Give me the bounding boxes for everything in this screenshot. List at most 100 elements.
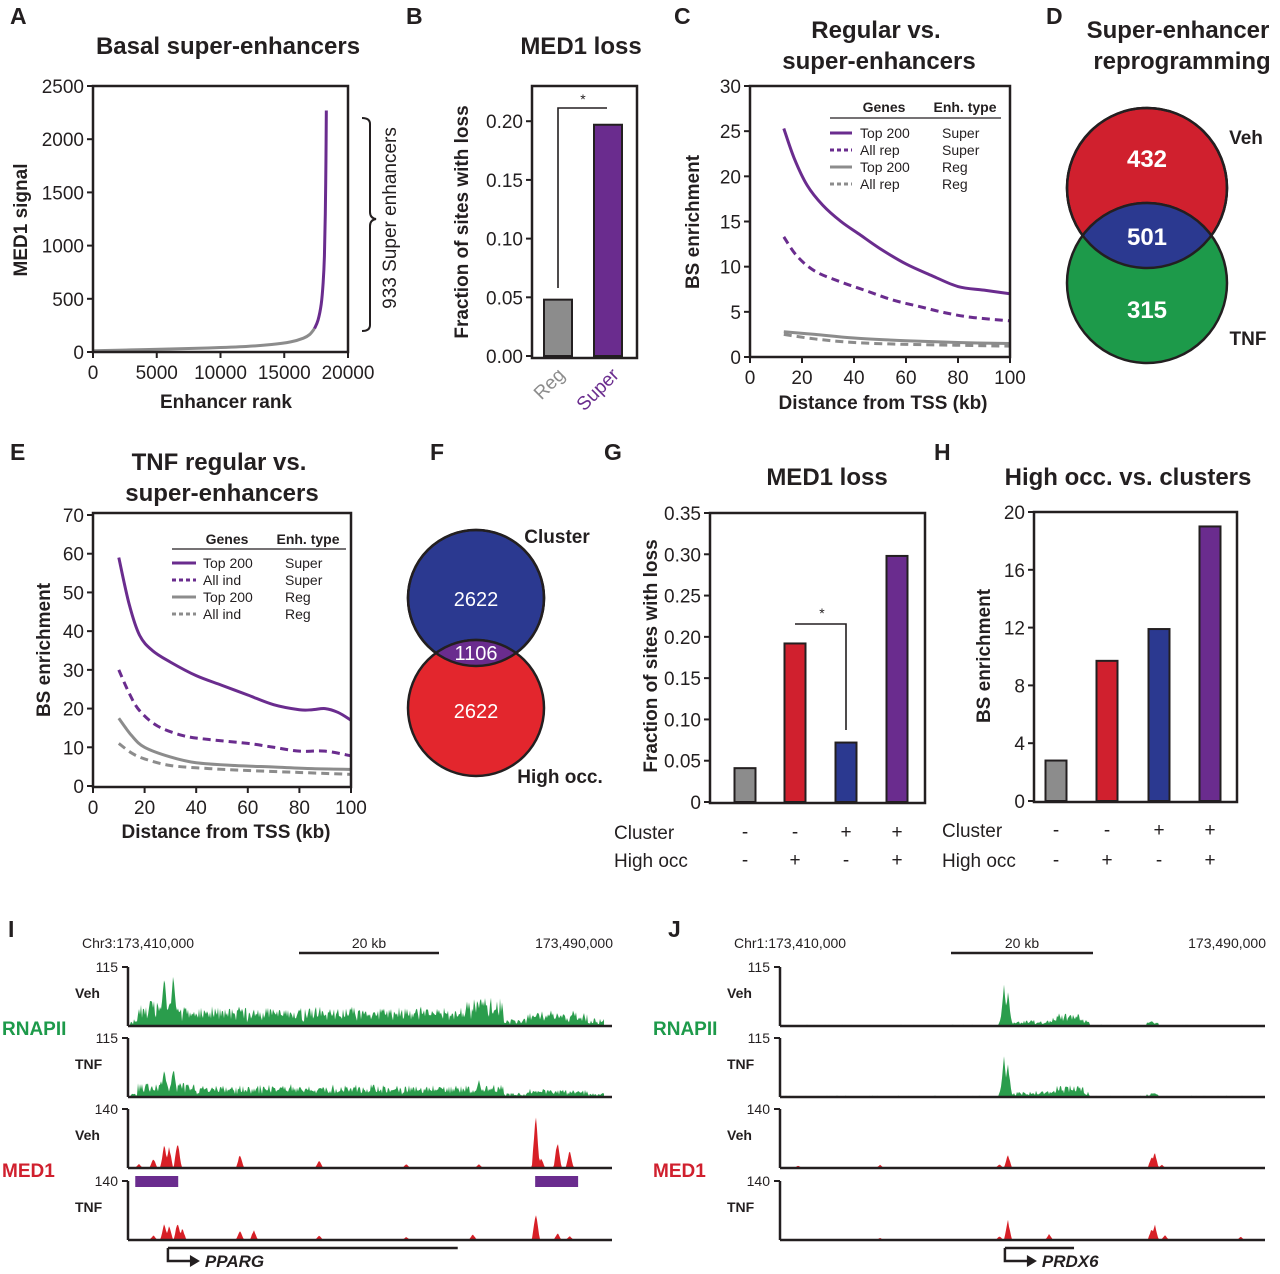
group-label-med1-i: MED1 bbox=[2, 1161, 55, 1182]
legend-label: All rep bbox=[860, 176, 900, 192]
y-tick-label: 20 bbox=[720, 167, 741, 188]
track-signal-med1-tnf bbox=[782, 1219, 1257, 1240]
x-tick-label: 15000 bbox=[258, 363, 311, 384]
condition-sign: + bbox=[1204, 820, 1215, 841]
track-condition-label: TNF bbox=[75, 1056, 103, 1072]
venn-set-label-veh: Veh bbox=[1229, 128, 1263, 149]
venn-d: 432 501 315 Veh TNF bbox=[1065, 106, 1267, 365]
y-tick-label: 50 bbox=[63, 583, 84, 604]
y-axis-label-c: BS enrichment bbox=[683, 154, 704, 289]
bar bbox=[1198, 525, 1222, 802]
condition-sign: + bbox=[1153, 820, 1164, 841]
condition-sign: - bbox=[843, 850, 849, 871]
track-ymax-label: 140 bbox=[95, 1173, 119, 1189]
chart-title-g: MED1 loss bbox=[766, 464, 887, 491]
super-enhancer-annotation: 933 Super enhancers bbox=[380, 127, 401, 309]
y-tick-label: 10 bbox=[63, 738, 84, 759]
y-tick-label: 2000 bbox=[42, 130, 84, 151]
track-ymax-label: 115 bbox=[748, 959, 771, 975]
y-tick-label: 2500 bbox=[42, 77, 84, 98]
condition-sign: - bbox=[1053, 850, 1059, 871]
track-ymax-label: 115 bbox=[96, 1030, 119, 1046]
chart-title-d-line1: Super-enhancer bbox=[1087, 17, 1270, 44]
y-tick-label: 8 bbox=[1014, 676, 1025, 697]
legend-label: All rep bbox=[860, 142, 900, 158]
y-axis-label-h: BS enrichment bbox=[974, 588, 995, 723]
y-axis-label-g: Fraction of sites with loss bbox=[641, 539, 662, 772]
track-signal-rnapii-veh bbox=[130, 976, 604, 1026]
chart-title-b: MED1 loss bbox=[520, 33, 641, 60]
region-start-label-i: Chr3:173,410,000 bbox=[82, 935, 194, 951]
y-tick-label: 5 bbox=[730, 303, 741, 324]
legend-label: Top 200 bbox=[203, 589, 253, 605]
panel-letter-a: A bbox=[10, 3, 27, 29]
condition-label-high-occ-g: High occ bbox=[614, 851, 688, 872]
x-tick-label: 0 bbox=[88, 798, 99, 819]
bar bbox=[1147, 628, 1171, 802]
venn-value-veh-only: 432 bbox=[1127, 146, 1167, 173]
legend-c: Genes Enh. type Top 200 Super All rep Su… bbox=[830, 99, 1001, 192]
panel-letter-i: I bbox=[8, 916, 14, 942]
series-line-top-200 bbox=[782, 127, 1011, 296]
legend-label: Top 200 bbox=[203, 555, 253, 571]
condition-sign: - bbox=[792, 822, 798, 843]
bar bbox=[1044, 759, 1068, 802]
legend-type: Super bbox=[285, 555, 323, 571]
y-tick-label: 0.20 bbox=[486, 112, 523, 133]
condition-sign: - bbox=[1156, 850, 1162, 871]
track-condition-label: Veh bbox=[727, 985, 752, 1001]
y-tick-label: 4 bbox=[1014, 734, 1025, 755]
y-tick-label: 0.00 bbox=[486, 347, 523, 368]
x-tick-label: 80 bbox=[947, 368, 968, 389]
track-condition-label: Veh bbox=[75, 985, 100, 1001]
venn-overlap bbox=[1067, 201, 1227, 268]
condition-sign: + bbox=[1204, 850, 1215, 871]
bar bbox=[783, 642, 807, 803]
condition-sign: - bbox=[1104, 820, 1110, 841]
y-tick-label: 20 bbox=[63, 700, 84, 721]
series-line-regular bbox=[92, 327, 316, 353]
category-label-super: Super bbox=[573, 364, 624, 415]
legend-type: Super bbox=[942, 142, 980, 158]
plot-frame-b bbox=[530, 84, 639, 360]
y-tick-label: 0.25 bbox=[664, 587, 701, 608]
venn-overlap bbox=[408, 638, 544, 666]
condition-sign: - bbox=[742, 822, 748, 843]
legend-header-enh-type: Enh. type bbox=[276, 531, 339, 547]
significance-star: * bbox=[580, 91, 586, 107]
track-signal-med1-tnf bbox=[130, 1215, 604, 1240]
scale-bar-label-i: 20 kb bbox=[352, 935, 386, 951]
y-tick-label: 0.05 bbox=[486, 288, 523, 309]
bar bbox=[834, 741, 858, 804]
legend-type: Reg bbox=[942, 159, 968, 175]
scale-bar-label-j: 20 kb bbox=[1005, 935, 1039, 951]
legend-label: Top 200 bbox=[860, 125, 910, 141]
x-tick-label: 40 bbox=[843, 368, 864, 389]
y-tick-label: 10 bbox=[720, 258, 741, 279]
venn-set-label-high-occ: High occ. bbox=[517, 767, 603, 788]
tss-arrow bbox=[1003, 1248, 1029, 1263]
x-tick-label: 5000 bbox=[136, 363, 178, 384]
x-tick-label: 0 bbox=[745, 368, 756, 389]
venn-value-cluster-only: 2622 bbox=[454, 589, 499, 611]
y-tick-label: 12 bbox=[1004, 619, 1025, 640]
venn-set-label-tnf: TNF bbox=[1230, 329, 1267, 350]
plot-frame-g bbox=[708, 511, 927, 805]
track-ymax-label: 115 bbox=[96, 959, 119, 975]
legend-label: All ind bbox=[203, 572, 241, 588]
venn-outline bbox=[1065, 106, 1229, 270]
x-axis-label-a: Enhancer rank bbox=[160, 392, 292, 413]
venn-f: 2622 1106 2622 Cluster High occ. bbox=[406, 527, 603, 788]
y-axis-label-a: MED1 signal bbox=[11, 164, 32, 277]
track-signal-rnapii-tnf bbox=[782, 1056, 1257, 1097]
series-line-all-rep bbox=[782, 236, 1011, 323]
x-tick-label: 100 bbox=[335, 798, 367, 819]
track-condition-label: TNF bbox=[727, 1199, 755, 1215]
chart-title-e-line2: super-enhancers bbox=[125, 480, 318, 507]
track-condition-label: Veh bbox=[727, 1127, 752, 1143]
y-tick-label: 0.20 bbox=[664, 628, 701, 649]
condition-sign: - bbox=[1053, 820, 1059, 841]
legend-header-genes: Genes bbox=[206, 531, 249, 547]
